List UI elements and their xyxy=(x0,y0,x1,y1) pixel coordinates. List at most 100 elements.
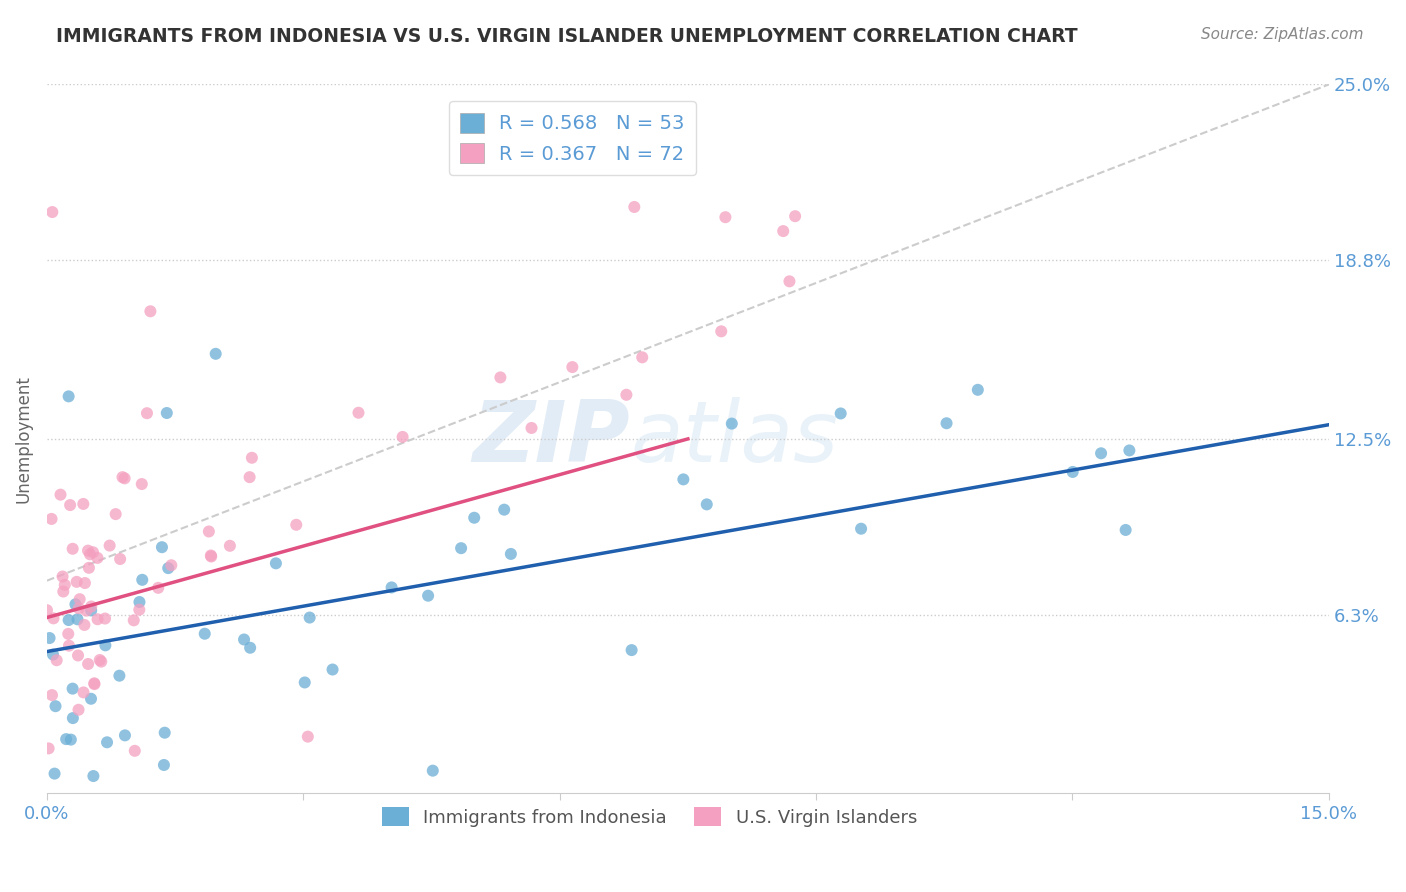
Point xyxy=(96,735,118,749)
Point xyxy=(499,547,522,561)
Point xyxy=(463,510,485,524)
Point xyxy=(298,610,321,624)
Point xyxy=(66,612,89,626)
Point xyxy=(108,668,131,682)
Point xyxy=(391,430,413,444)
Point xyxy=(104,507,127,521)
Point xyxy=(150,540,173,554)
Point xyxy=(714,210,737,224)
Point xyxy=(131,477,153,491)
Point xyxy=(41,688,63,702)
Point xyxy=(672,472,695,486)
Text: IMMIGRANTS FROM INDONESIA VS U.S. VIRGIN ISLANDER UNEMPLOYMENT CORRELATION CHART: IMMIGRANTS FROM INDONESIA VS U.S. VIRGIN… xyxy=(56,27,1078,45)
Point xyxy=(65,597,87,611)
Point xyxy=(200,549,222,564)
Point xyxy=(80,691,103,706)
Point xyxy=(219,539,242,553)
Point xyxy=(1090,446,1112,460)
Point xyxy=(79,547,101,561)
Point xyxy=(849,522,872,536)
Point xyxy=(72,497,94,511)
Point xyxy=(86,550,108,565)
Point xyxy=(139,304,162,318)
Point xyxy=(69,592,91,607)
Point xyxy=(58,627,80,641)
Point xyxy=(111,470,134,484)
Point xyxy=(51,569,73,583)
Point xyxy=(80,599,103,614)
Point xyxy=(631,351,654,365)
Point xyxy=(416,589,439,603)
Point xyxy=(90,655,112,669)
Point xyxy=(772,224,794,238)
Point xyxy=(94,611,117,625)
Point xyxy=(620,643,643,657)
Point xyxy=(153,725,176,739)
Point xyxy=(66,574,89,589)
Point xyxy=(77,561,100,575)
Point xyxy=(131,573,153,587)
Point xyxy=(160,558,183,573)
Point xyxy=(42,648,65,662)
Point xyxy=(49,488,72,502)
Point xyxy=(148,581,170,595)
Point xyxy=(62,711,84,725)
Point xyxy=(41,512,63,526)
Point xyxy=(240,450,263,465)
Text: ZIP: ZIP xyxy=(472,398,630,481)
Point xyxy=(1062,465,1084,479)
Point xyxy=(41,205,63,219)
Point xyxy=(623,200,645,214)
Point xyxy=(264,557,287,571)
Point xyxy=(322,663,344,677)
Point xyxy=(67,601,90,615)
Point xyxy=(198,524,221,539)
Point xyxy=(83,676,105,690)
Point xyxy=(80,603,103,617)
Point xyxy=(72,685,94,699)
Point xyxy=(422,764,444,778)
Point xyxy=(44,766,66,780)
Point xyxy=(966,383,988,397)
Point xyxy=(239,640,262,655)
Point xyxy=(86,612,108,626)
Point xyxy=(297,730,319,744)
Point xyxy=(285,517,308,532)
Point xyxy=(59,732,82,747)
Point xyxy=(45,653,67,667)
Point xyxy=(38,631,60,645)
Legend: Immigrants from Indonesia, U.S. Virgin Islanders: Immigrants from Indonesia, U.S. Virgin I… xyxy=(374,800,924,834)
Point xyxy=(156,406,179,420)
Point xyxy=(38,741,60,756)
Point xyxy=(44,699,66,714)
Point xyxy=(1115,523,1137,537)
Point xyxy=(35,603,58,617)
Point xyxy=(194,626,217,640)
Text: atlas: atlas xyxy=(630,398,838,481)
Point xyxy=(77,657,100,671)
Point xyxy=(67,648,90,663)
Point xyxy=(108,552,131,566)
Point xyxy=(114,728,136,742)
Point xyxy=(200,549,222,563)
Point xyxy=(233,632,256,647)
Point xyxy=(98,539,121,553)
Point xyxy=(59,498,82,512)
Y-axis label: Unemployment: Unemployment xyxy=(15,375,32,503)
Point xyxy=(157,561,180,575)
Point xyxy=(450,541,472,556)
Point xyxy=(73,576,96,591)
Point xyxy=(710,324,733,338)
Point xyxy=(720,417,742,431)
Point xyxy=(830,407,852,421)
Point xyxy=(82,769,104,783)
Point xyxy=(153,758,176,772)
Point xyxy=(124,744,146,758)
Point xyxy=(58,639,80,653)
Point xyxy=(494,502,516,516)
Point xyxy=(82,545,104,559)
Point xyxy=(77,543,100,558)
Point xyxy=(75,604,97,618)
Text: Source: ZipAtlas.com: Source: ZipAtlas.com xyxy=(1201,27,1364,42)
Point xyxy=(785,209,807,223)
